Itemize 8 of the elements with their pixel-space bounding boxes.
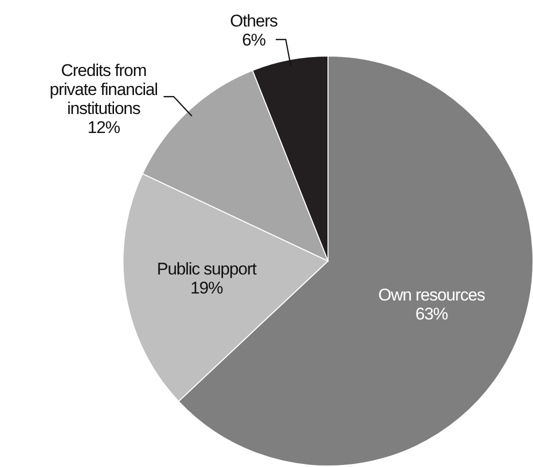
data-label: 19% <box>190 279 224 298</box>
data-label: 6% <box>242 30 266 50</box>
slice-label: Own resources <box>378 286 485 305</box>
data-label: 12% <box>88 118 120 138</box>
slice-label: Public support <box>156 260 258 280</box>
slice-label: Others <box>230 12 278 31</box>
slice-label: Credits from private financial institutions <box>50 61 158 118</box>
data-label: 63% <box>415 304 448 324</box>
